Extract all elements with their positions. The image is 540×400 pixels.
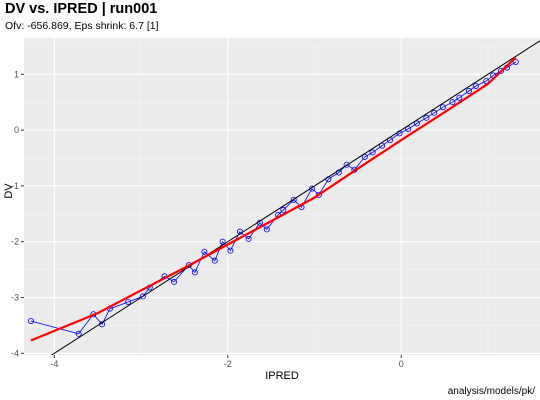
observation-point <box>497 67 504 74</box>
x-tick-label: 0 <box>399 359 404 369</box>
observation-point <box>27 317 34 324</box>
observation-point <box>191 269 198 276</box>
observation-point <box>290 196 297 203</box>
observation-point <box>361 153 368 160</box>
observation-point <box>472 82 479 89</box>
observation-point <box>405 125 412 132</box>
axes: -4 -2 0 -4 -3 -2 -1 0 1 <box>11 69 404 369</box>
chart-title: DV vs. IPRED | run001 <box>5 1 158 17</box>
observation-point <box>431 109 438 116</box>
y-tick-label: -4 <box>11 348 19 358</box>
observation-point <box>439 104 446 111</box>
observation-point <box>456 94 463 101</box>
observation-point <box>315 191 322 198</box>
observation-point <box>75 330 82 337</box>
observation-point <box>449 99 456 106</box>
data-layer <box>27 40 540 355</box>
observation-point <box>413 120 420 127</box>
observation-point <box>343 161 350 168</box>
chart-caption: analysis/models/pk/ <box>447 386 535 397</box>
y-axis-title: DV <box>3 183 15 199</box>
observation-point <box>369 149 376 156</box>
loess-smooth-line <box>30 56 517 342</box>
observation-point <box>379 142 386 149</box>
observation-point <box>512 58 519 65</box>
observation-point <box>139 293 146 300</box>
observation-point <box>219 238 226 245</box>
observation-point <box>465 88 472 95</box>
x-tick-label: -4 <box>50 359 58 369</box>
x-tick-label: -2 <box>224 359 232 369</box>
observation-point <box>171 278 178 285</box>
y-tick-label: 0 <box>14 125 19 135</box>
observation-point <box>280 206 287 213</box>
observation-point <box>423 114 430 121</box>
identity-line <box>50 40 540 355</box>
observation-point <box>227 247 234 254</box>
observation-point <box>125 298 132 305</box>
observation-point <box>201 248 208 255</box>
y-tick-label: -2 <box>11 237 19 247</box>
y-tick-label: -3 <box>11 293 19 303</box>
grid-lines <box>24 38 540 355</box>
observation-point <box>211 257 218 264</box>
y-tick-label: -1 <box>11 181 19 191</box>
observation-point <box>263 226 270 233</box>
plot-panel-background <box>24 38 540 355</box>
x-axis-title: IPRED <box>265 370 299 382</box>
observation-connector-line <box>30 61 516 335</box>
chart-subtitle: Ofv: -656.869, Eps shrink: 6.7 [1] <box>5 20 159 32</box>
observation-point <box>245 235 252 242</box>
observation-point <box>483 77 490 84</box>
y-tick-label: 1 <box>14 69 19 79</box>
